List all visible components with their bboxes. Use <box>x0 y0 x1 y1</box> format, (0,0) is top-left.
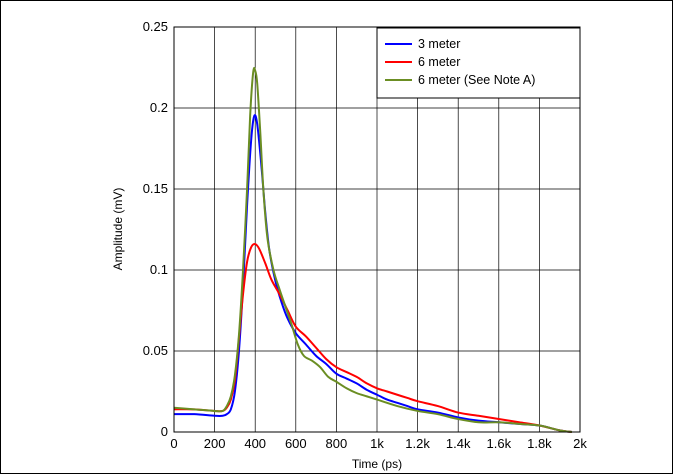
series-line-3 <box>173 67 573 433</box>
y-tick-label: 0.1 <box>150 262 168 277</box>
legend-label-1: 3 meter <box>418 37 460 51</box>
x-tick-label: 1.4k <box>446 436 471 451</box>
series-layer <box>173 67 573 433</box>
x-tick-label: 600 <box>285 436 307 451</box>
x-tick-label: 2k <box>573 436 587 451</box>
y-axis-label: Amplitude (mV) <box>111 188 125 271</box>
y-tick-label: 0 <box>161 424 168 439</box>
y-tick-labels: 0 0.05 0.1 0.15 0.2 0.25 <box>143 19 168 439</box>
x-tick-label: 1.6k <box>487 436 512 451</box>
y-tick-label: 0.25 <box>143 19 168 34</box>
x-tick-label: 200 <box>204 436 226 451</box>
y-tick-label: 0.05 <box>143 343 168 358</box>
x-axis-label: Time (ps) <box>352 457 402 471</box>
plot-area-border <box>173 26 581 433</box>
x-tick-labels: 0 200 400 600 800 1k 1.2k 1.4k 1.6k 1.8k 2k <box>170 436 587 451</box>
legend-label-2: 6 meter <box>418 55 460 69</box>
legend: 3 meter 6 meter 6 meter (See Note A) <box>376 27 581 99</box>
y-tick-label: 0.15 <box>143 181 168 196</box>
x-tick-label: 800 <box>326 436 348 451</box>
x-tick-label: 1k <box>370 436 384 451</box>
x-tick-label: 1.2k <box>405 436 430 451</box>
series-line-1 <box>173 114 573 433</box>
x-tick-label: 1.8k <box>527 436 552 451</box>
x-tick-label: 0 <box>170 436 177 451</box>
x-tick-label: 400 <box>244 436 266 451</box>
y-tick-label: 0.2 <box>150 100 168 115</box>
legend-label-3: 6 meter (See Note A) <box>418 73 535 87</box>
